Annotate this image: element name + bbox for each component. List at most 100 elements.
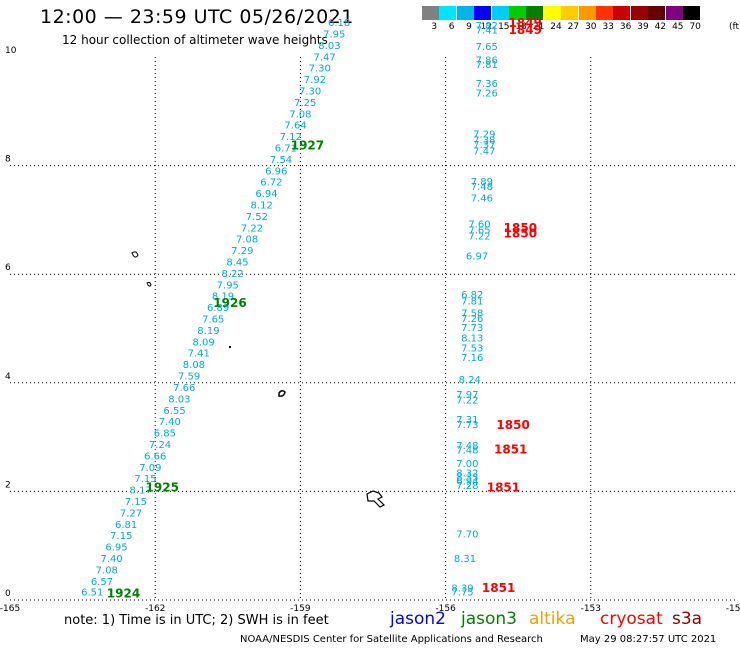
wave-height-label: 7.15: [110, 531, 132, 542]
wave-height-label: 7.81: [461, 297, 483, 308]
colorbar-label: 6: [448, 22, 455, 32]
wave-height-label: 7.40: [101, 554, 123, 565]
wave-height-label: 7.27: [120, 508, 142, 519]
colorbar-swatch: [439, 6, 457, 20]
colorbar-swatch: [456, 6, 474, 20]
wave-height-label: 8.12: [251, 200, 273, 211]
chart-title: 12:00 — 23:59 UTC 05/26/2021: [40, 6, 354, 28]
x-tick-label: -150: [726, 604, 740, 614]
wave-height-label: 6.85: [154, 429, 176, 440]
colorbar-swatch: [630, 6, 648, 20]
wave-height-label: 7.47: [313, 52, 335, 63]
time-label: 1851: [482, 581, 515, 595]
wave-height-label: 6.57: [91, 577, 113, 588]
x-tick-label: -153: [581, 604, 601, 614]
wave-height-label: 7.60: [468, 220, 490, 231]
wave-height-label: 7.37: [473, 140, 495, 151]
colorbar-unit: (ft): [729, 22, 740, 32]
wave-height-label: 7.41: [188, 349, 210, 360]
colorbar-swatch: [491, 6, 509, 20]
colorbar-swatch: [665, 6, 683, 20]
wave-height-label: 6.55: [163, 406, 185, 417]
wave-height-label: 7.66: [173, 383, 195, 394]
x-tick-label: -156: [435, 604, 456, 614]
x-tick-label: -165: [0, 604, 20, 614]
wave-height-label: 8.08: [183, 360, 205, 371]
wave-height-label: 7.75: [451, 588, 473, 599]
legend-jason3: jason3: [461, 609, 517, 629]
y-tick-label: 2: [5, 480, 11, 490]
wave-height-label: 7.12: [280, 132, 302, 143]
credit-text: NOAA/NESDIS Center for Satellite Applica…: [240, 634, 543, 645]
y-tick-label: 6: [5, 263, 11, 273]
wave-height-label: 7.48: [456, 445, 478, 456]
colorbar-label: 3: [431, 22, 438, 32]
colorbar-label: 33: [602, 22, 614, 32]
time-label: 1924: [107, 586, 140, 600]
wave-height-label: 6.66: [144, 451, 166, 462]
colorbar-label: 30: [585, 22, 597, 32]
wave-height-label: 6.51: [81, 588, 103, 599]
legend-s3a: s3a: [672, 609, 703, 629]
wave-height-label: 8.39: [451, 583, 473, 594]
colorbar-swatch: [526, 6, 544, 20]
wave-height-label: 7.54: [270, 155, 292, 166]
wave-height-label: 8.09: [192, 337, 214, 348]
wave-height-label: 7.09: [139, 463, 161, 474]
island-outline: [131, 251, 139, 258]
colorbar-label: 39: [637, 22, 649, 32]
wave-height-label: 7.53: [461, 343, 483, 354]
legend-altika: altika: [529, 609, 576, 629]
chart-subtitle: 12 hour collection of altimeter wave hei…: [62, 33, 328, 47]
wave-height-label: 7.26: [476, 89, 498, 100]
wave-height-label: 8.03: [168, 394, 190, 405]
wave-height-label: 7.22: [456, 395, 478, 406]
wave-height-label: 7.73: [456, 420, 478, 431]
colorbar-swatch: [613, 6, 631, 20]
wave-height-label: 7.59: [178, 372, 200, 383]
x-tick-label: -159: [290, 604, 311, 614]
wave-height-label: 7.36: [476, 79, 498, 90]
time-label: 1850: [504, 226, 537, 240]
colorbar-swatch: [422, 6, 439, 20]
time-label: 1850: [496, 418, 529, 432]
wave-height-label: 7.22: [468, 231, 490, 242]
colorbar-swatch: [648, 6, 666, 20]
colorbar-swatch: [509, 6, 526, 20]
wave-height-label: 7.58: [461, 309, 483, 320]
legend-jason2: jason2: [390, 609, 446, 629]
colorbar-swatch: [596, 6, 613, 20]
colorbar-swatch: [561, 6, 579, 20]
wave-height-label: 7.65: [202, 315, 224, 326]
wave-height-label: 8.45: [226, 258, 248, 269]
wave-height-label: 6.72: [260, 178, 282, 189]
wave-height-label: 7.24: [149, 440, 171, 451]
wave-height-label: 6.94: [456, 476, 478, 487]
colorbar-label: 15: [498, 22, 510, 32]
wave-height-label: 7.15: [134, 474, 156, 485]
wave-height-label: 7.82: [476, 21, 498, 32]
colorbar-swatch: [578, 6, 596, 20]
wave-height-label: 7.41: [476, 26, 498, 37]
wave-height-label: 7.46: [471, 193, 493, 204]
wave-height-label: 7.31: [456, 415, 478, 426]
island-outline: [146, 281, 152, 287]
footer-note: note: 1) Time is in UTC; 2) SWH is in fe…: [64, 613, 329, 628]
wave-height-label: 8.17: [130, 486, 152, 497]
wave-height-label: 7.48: [456, 441, 478, 452]
y-tick-label: 0: [5, 589, 11, 599]
wave-height-label: 7.28: [456, 481, 478, 492]
wave-height-label: 6.94: [255, 189, 277, 200]
time-label: 1925: [146, 480, 179, 494]
wave-height-label: 8.22: [222, 269, 244, 280]
wave-height-label: 7.92: [304, 75, 326, 86]
wave-height-label: 7.00: [456, 459, 478, 470]
wave-height-label: 8.31: [454, 554, 476, 565]
wave-height-label: 7.40: [159, 417, 181, 428]
time-label: 1849: [509, 23, 542, 37]
wave-height-label: 6.81: [115, 520, 137, 531]
wave-height-label: 7.38: [473, 135, 495, 146]
wave-height-label: 6.18: [328, 18, 350, 29]
